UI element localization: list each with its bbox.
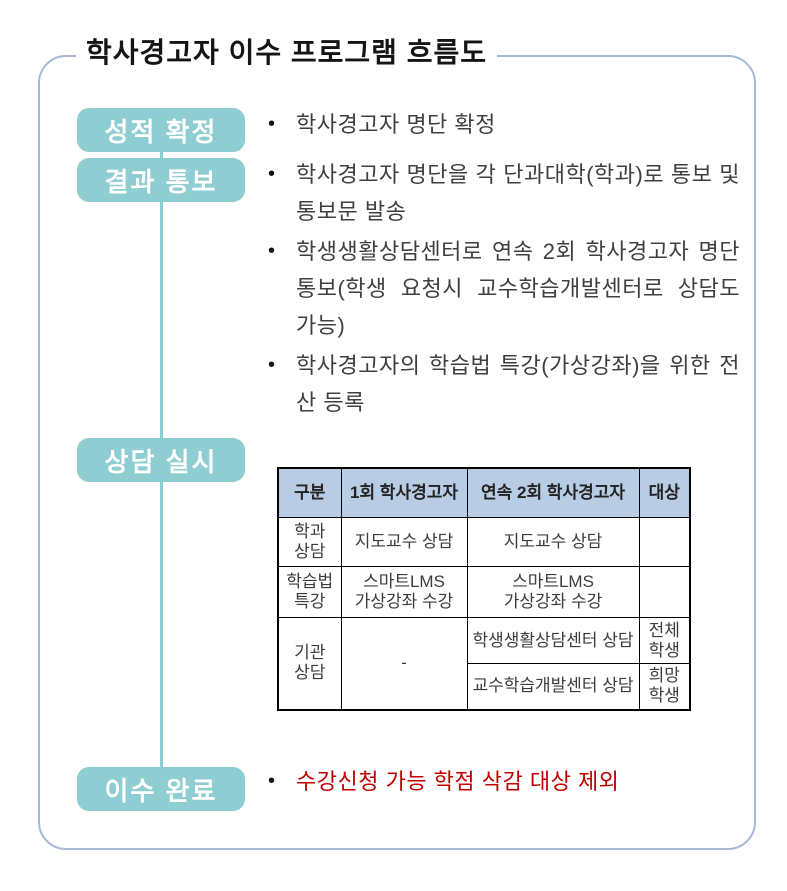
list-item: • 수강신청 가능 학점 삭감 대상 제외 — [268, 763, 740, 800]
bullet-text: 학사경고자의 학습법 특강(가상강좌)을 위한 전산 등록 — [296, 353, 740, 415]
cell-target: 희망 학생 — [638, 663, 691, 710]
bullet-dot-icon: • — [268, 113, 276, 135]
completion-bullets: • 수강신청 가능 학점 삭감 대상 제외 — [268, 763, 740, 803]
result-notice-bullets: • 학사경고자 명단을 각 단과대학(학과)로 통보 및 통보문 발송 • 학생… — [268, 156, 740, 424]
cell-target: 전체 학생 — [638, 617, 691, 664]
cell-category: 학습법 특강 — [277, 566, 342, 618]
bullet-text: 학사경고자 명단 확정 — [296, 112, 496, 137]
cell-second: 지도교수 상담 — [466, 517, 640, 567]
page-title: 학사경고자 이수 프로그램 흐름도 — [76, 30, 497, 72]
bullet-text: 학사경고자 명단을 각 단과대학(학과)로 통보 및 통보문 발송 — [296, 162, 740, 224]
table-row: 학습법 특강 스마트LMS 가상강좌 수강 스마트LMS 가상강좌 수강 — [277, 566, 691, 618]
cell-first: 스마트LMS 가상강좌 수강 — [340, 566, 468, 618]
grade-confirm-bullets: • 학사경고자 명단 확정 — [268, 106, 740, 146]
table-row: 교수학습개발센터 상담 희망 학생 — [278, 663, 691, 710]
header-cell-first-warning: 1회 학사경고자 — [340, 467, 468, 518]
stage-label: 상담 실시 — [104, 446, 218, 477]
stage-label: 이수 완료 — [104, 775, 218, 806]
cell-first: 지도교수 상담 — [340, 517, 468, 567]
counseling-table-wrapper: 구분 1회 학사경고자 연속 2회 학사경고자 대상 학과 상담 지도교수 상담… — [277, 467, 691, 711]
cell-category: 학과 상담 — [277, 517, 342, 567]
cell-second: 교수학습개발센터 상담 — [466, 663, 640, 710]
list-item: • 학사경고자 명단 확정 — [268, 106, 740, 143]
table-row: 기관 상담 - 학생생활상담센터 상담 전체 학생 — [277, 617, 691, 710]
cell-second: 스마트LMS 가상강좌 수강 — [466, 566, 640, 618]
list-item: • 학사경고자의 학습법 특강(가상강좌)을 위한 전산 등록 — [268, 347, 740, 421]
bullet-dot-icon: • — [268, 770, 276, 792]
stage-box-result-notice: 결과 통보 — [77, 158, 245, 202]
bullet-text: 학생생활상담센터로 연속 2회 학사경고자 명단 통보(학생 요청시 교수학습개… — [296, 239, 740, 338]
stage-box-counsel: 상담 실시 — [77, 438, 245, 482]
cell-second: 학생생활상담센터 상담 — [466, 617, 640, 664]
bullet-dot-icon: • — [268, 240, 276, 262]
stage-label: 성적 확정 — [104, 116, 218, 147]
table-header-row: 구분 1회 학사경고자 연속 2회 학사경고자 대상 — [277, 467, 691, 518]
cell-category: 기관 상담 — [277, 617, 342, 710]
bullet-dot-icon: • — [268, 354, 276, 376]
highlighted-bullet-text: 수강신청 가능 학점 삭감 대상 제외 — [296, 769, 620, 794]
stage-box-complete: 이수 완료 — [77, 767, 245, 811]
stage-box-grade-confirm: 성적 확정 — [77, 108, 245, 152]
cell-target — [638, 566, 691, 618]
cell-target — [638, 517, 691, 567]
header-cell-category: 구분 — [277, 467, 342, 518]
list-item: • 학사경고자 명단을 각 단과대학(학과)로 통보 및 통보문 발송 — [268, 156, 740, 230]
cell-first: - — [340, 617, 468, 710]
bullet-dot-icon: • — [268, 163, 276, 185]
counseling-table: 구분 1회 학사경고자 연속 2회 학사경고자 대상 학과 상담 지도교수 상담… — [277, 467, 691, 711]
header-cell-target: 대상 — [638, 467, 691, 518]
table-row: 학과 상담 지도교수 상담 지도교수 상담 — [277, 517, 691, 567]
header-cell-second-warning: 연속 2회 학사경고자 — [466, 467, 640, 518]
stage-label: 결과 통보 — [104, 166, 218, 197]
list-item: • 학생생활상담센터로 연속 2회 학사경고자 명단 통보(학생 요청시 교수학… — [268, 233, 740, 344]
